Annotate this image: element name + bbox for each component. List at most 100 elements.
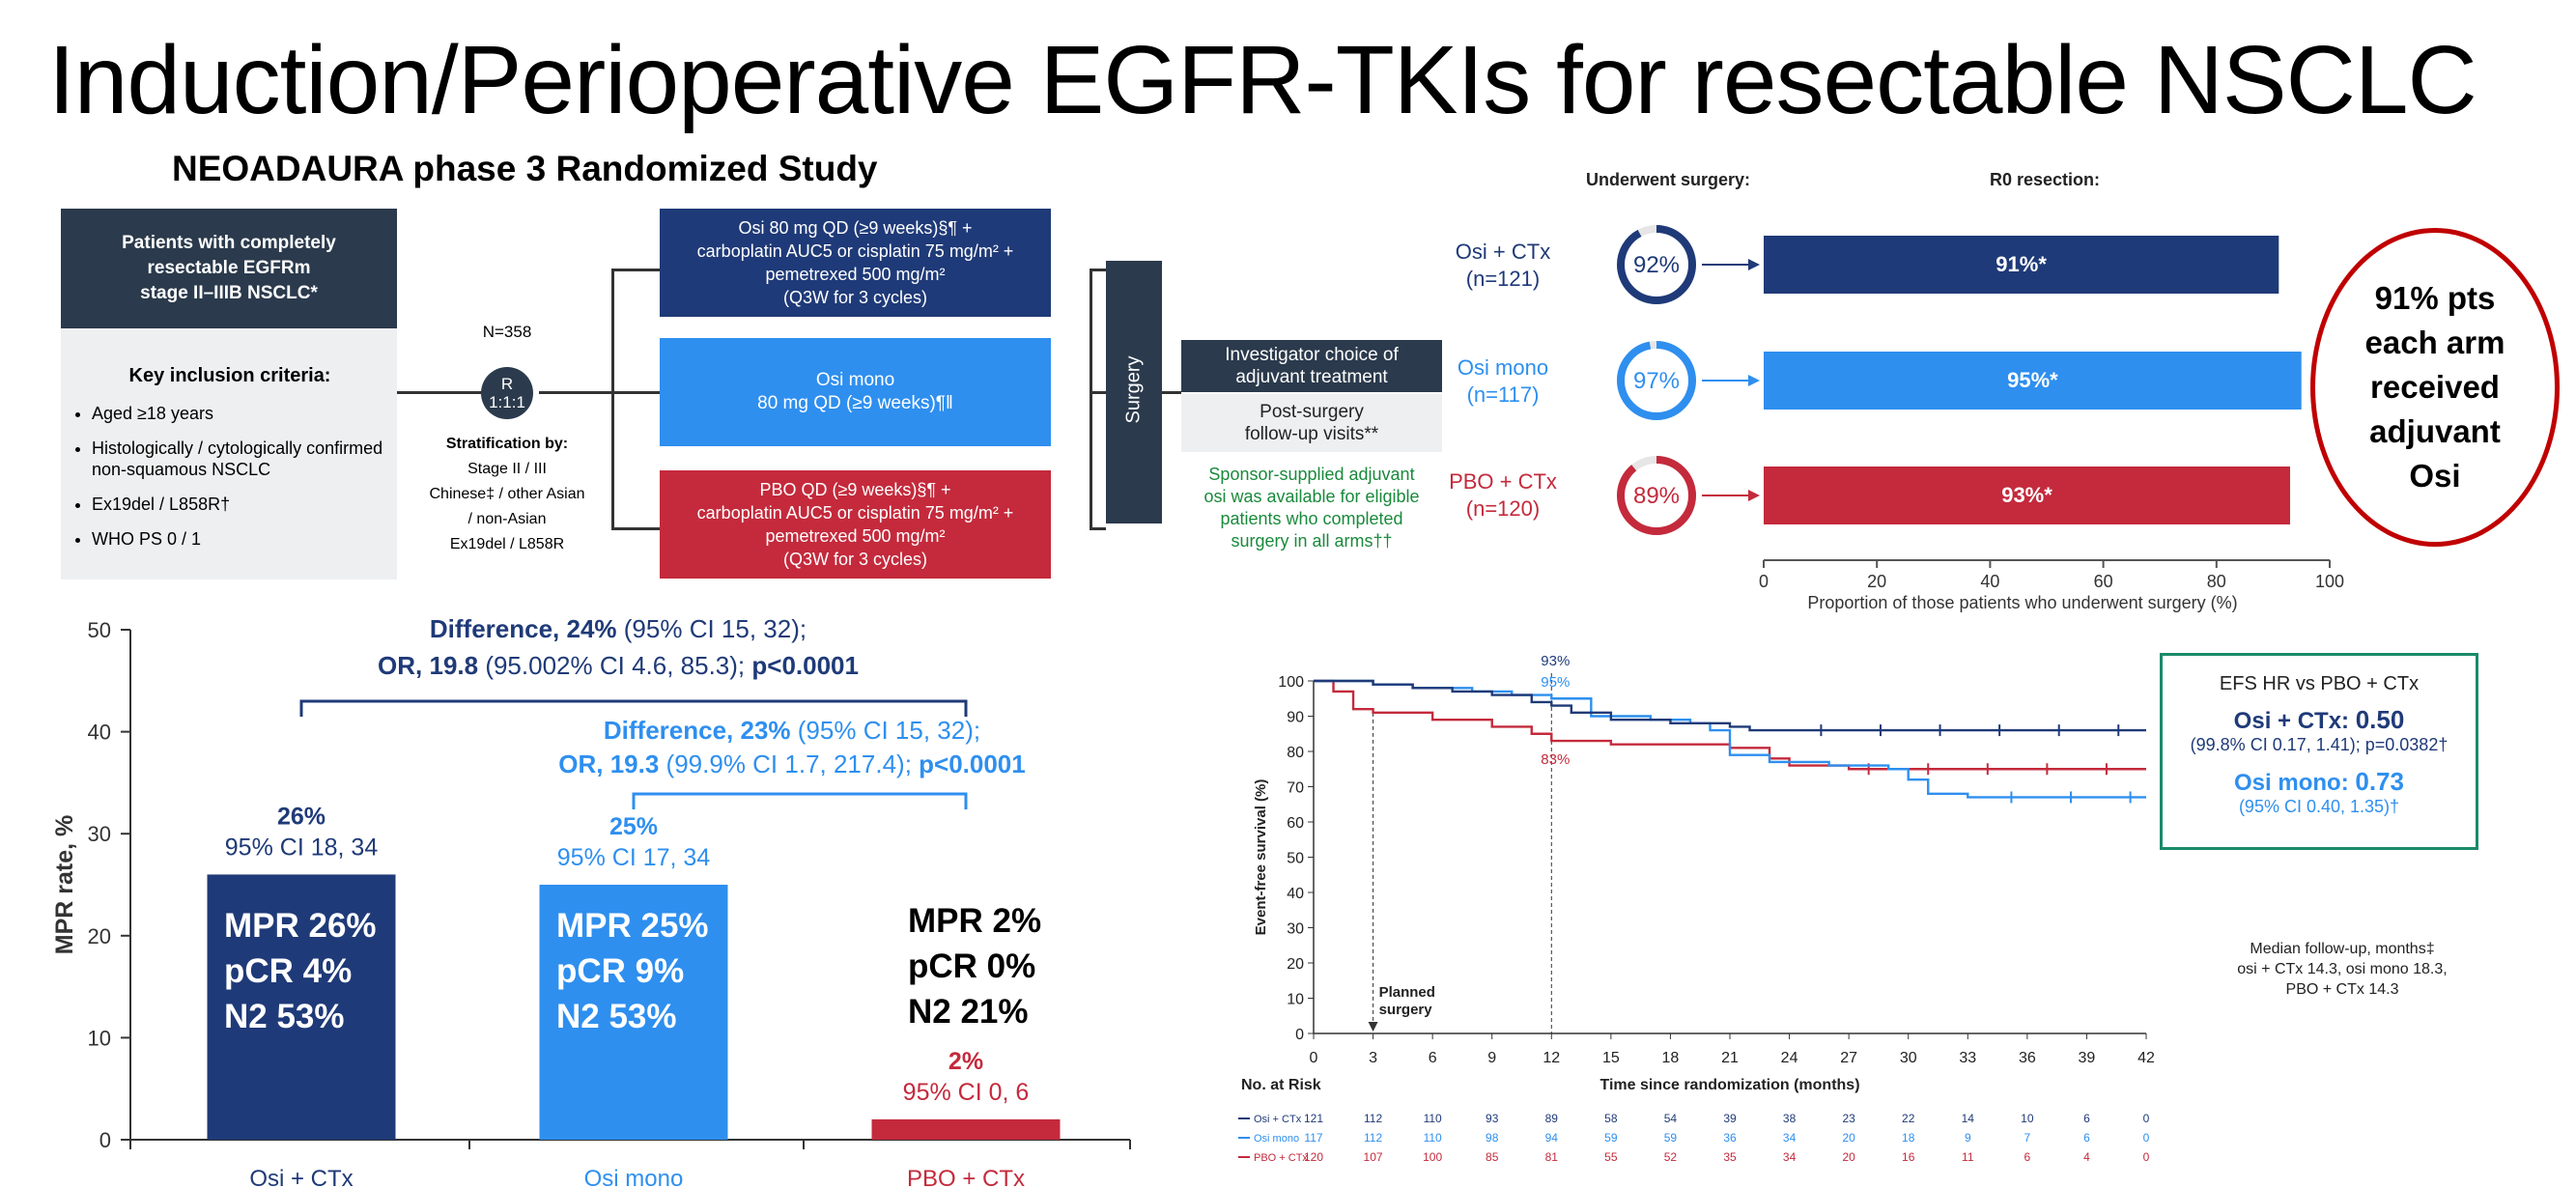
risk-value: 59	[1664, 1131, 1678, 1145]
risk-value: 54	[1664, 1112, 1678, 1125]
planned-surgery-label: surgery	[1379, 1002, 1433, 1018]
bar-ci-label: 95% CI 17, 34	[557, 844, 711, 871]
connector-line	[611, 527, 660, 530]
x-tick-label: 18	[1662, 1050, 1680, 1066]
r0-bar	[1764, 352, 2302, 410]
surgery-pct: 92%	[1633, 252, 1680, 278]
risk-value: 38	[1783, 1112, 1797, 1125]
connector-line	[1090, 391, 1106, 394]
surgery-arm-n: (n=121)	[1466, 267, 1540, 291]
x-tick-label: 21	[1721, 1050, 1739, 1066]
strat-line: Stage II / III	[467, 461, 547, 477]
surgery-ring	[1617, 341, 1696, 420]
arrow-head	[1748, 375, 1760, 386]
hr-osi-ctx-label: Osi + CTx:	[2233, 708, 2356, 734]
y-tick-label: 40	[88, 721, 111, 745]
r0-bar	[1764, 236, 2279, 294]
risk-value: 0	[2143, 1150, 2150, 1164]
x-axis-label: Time since randomization (months)	[1599, 1077, 1859, 1093]
risk-value: 112	[1364, 1112, 1382, 1125]
x-tick-label: 6	[1429, 1050, 1437, 1066]
comparison-line: Difference, 24% (95% CI 15, 32);	[430, 614, 807, 643]
y-tick-label: 40	[1287, 886, 1304, 902]
adjuvant-callout: 91% pts each arm received adjuvant Osi	[2310, 228, 2560, 547]
strat-line: / non-Asian	[467, 511, 547, 527]
bar-ci-label: 95% CI 18, 34	[225, 834, 379, 861]
criteria-item: Aged ≥18 years	[92, 403, 387, 424]
x-tick-label: PBO + CTx	[907, 1166, 1025, 1188]
connector-line	[397, 391, 507, 394]
arm-line: pemetrexed 500 mg/m²	[765, 265, 946, 284]
comparison-text: (99.9% CI 1.7, 217.4);	[659, 750, 919, 778]
r0-bar-label: 91%*	[1996, 252, 2047, 276]
y-tick-label: 0	[99, 1128, 111, 1152]
risk-row-name: Osi mono	[1254, 1133, 1299, 1145]
arm-line: (Q3W for 3 cycles)	[782, 288, 928, 307]
comparison-bold: Difference, 23%	[604, 716, 791, 745]
risk-value: 85	[1486, 1150, 1499, 1164]
surgery-bar	[1106, 261, 1162, 523]
bar-value-label: 25%	[609, 813, 658, 840]
r0-bar-label: 93%*	[2001, 483, 2052, 507]
hr-title: EFS HR vs PBO + CTx	[2219, 673, 2420, 694]
planned-surgery-arrow	[1368, 1022, 1378, 1032]
y-tick-label: 10	[88, 1026, 111, 1050]
mpr-chart: 0 10 20 30 40 50 MPR rate, % Osi + CTx 26% 95% CI…	[51, 614, 1131, 1188]
hr-osi-mono-label: Osi mono:	[2234, 770, 2356, 796]
surgery-pct: 89%	[1633, 483, 1680, 509]
bar-value-label: 2%	[948, 1048, 983, 1075]
risk-value: 98	[1486, 1131, 1499, 1145]
risk-value: 89	[1545, 1112, 1559, 1125]
risk-value: 110	[1424, 1131, 1442, 1145]
risk-value: 81	[1545, 1150, 1559, 1164]
bar-inside-label: pCR 0%	[908, 948, 1035, 985]
adjuvant-line: adjuvant treatment	[1235, 367, 1388, 387]
risk-value: 93	[1486, 1112, 1499, 1125]
risk-value: 52	[1664, 1150, 1678, 1164]
surgery-arm-name: PBO + CTx	[1449, 469, 1557, 494]
risk-row-name: Osi + CTx	[1254, 1114, 1302, 1125]
x-tick-label: 0	[1310, 1050, 1318, 1066]
x-tick-label: 30	[1900, 1050, 1917, 1066]
comparison-bracket	[632, 792, 968, 809]
risk-value: 117	[1304, 1131, 1322, 1145]
followup-line: PBO + CTx 14.3	[2285, 981, 2399, 998]
arm-line: Osi 80 mg QD (≥9 weeks)§¶ +	[738, 218, 973, 238]
bar-inside-label: N2 53%	[224, 998, 345, 1035]
sponsor-note: Sponsor-supplied adjuvant osi was availa…	[1167, 464, 1457, 552]
y-tick-label: 10	[1287, 992, 1304, 1008]
callout-line: each arm	[2364, 325, 2505, 360]
x-tick-label: 42	[2137, 1050, 2155, 1066]
bar-value-label: 26%	[277, 803, 326, 830]
surgery-arm-name: Osi + CTx	[1456, 240, 1550, 264]
r0-label: R0 resection:	[1990, 170, 2100, 189]
km-curve	[1314, 679, 2146, 799]
criteria-item: WHO PS 0 / 1	[92, 528, 387, 550]
bar-inside-label: N2 21%	[908, 993, 1029, 1031]
risk-row-name: PBO + CTx	[1254, 1152, 1308, 1164]
risk-value: 94	[1545, 1131, 1559, 1145]
bar-inside-label: MPR 2%	[908, 902, 1041, 940]
y-tick-label: 50	[1287, 851, 1304, 867]
hr-osi-mono-ci: (95% CI 0.40, 1.35)†	[2238, 797, 2400, 816]
y-tick-label: 0	[1295, 1027, 1304, 1043]
arm-line: 80 mg QD (≥9 weeks)¶‖	[757, 393, 953, 413]
bar	[539, 885, 728, 1140]
risk-value: 100	[1423, 1150, 1442, 1164]
bar-ci-label: 95% CI 0, 6	[903, 1079, 1030, 1106]
adjuvant-box: Investigator choice of adjuvant treatmen…	[1181, 340, 1442, 392]
comparison-text: (95% CI 15, 32);	[617, 614, 807, 643]
x-tick-label: 39	[2079, 1050, 2096, 1066]
r-label: R	[500, 375, 514, 393]
risk-value: 6	[2083, 1131, 2090, 1145]
x-axis-tick-label: 20	[1867, 572, 1886, 591]
arm-pbo-ctx-box: PBO QD (≥9 weeks)§¶ + carboplatin AUC5 o…	[660, 470, 1051, 579]
criteria-list: Aged ≥18 years Histologically / cytologi…	[72, 403, 387, 550]
bar-inside-label: pCR 4%	[224, 952, 352, 990]
risk-value: 59	[1604, 1131, 1618, 1145]
connector-line	[539, 391, 613, 394]
comparison-line: OR, 19.8 (95.002% CI 4.6, 85.3); p<0.000…	[378, 651, 859, 680]
callout-line: adjuvant	[2369, 413, 2501, 449]
risk-value: 16	[1902, 1150, 1915, 1164]
